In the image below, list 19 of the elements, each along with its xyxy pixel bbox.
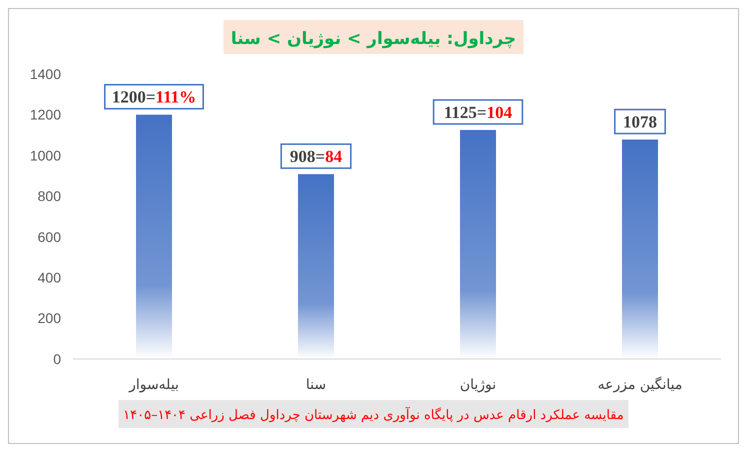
y-tick-label: 1000 <box>30 147 62 164</box>
data-label: 908=84 <box>290 147 343 166</box>
y-tick-label: 1400 <box>30 66 62 82</box>
x-tick-label: سنا <box>306 377 326 393</box>
data-label: 1125=104 <box>444 102 513 122</box>
bar <box>298 174 334 359</box>
data-label: 1200=111% <box>112 88 196 107</box>
y-tick-label: 200 <box>38 310 62 326</box>
y-tick-label: 600 <box>38 228 62 245</box>
text: مقایسه عملکرد ارقام عدس در پایگاه نوآوری دیم شهرستان چرداول فصل زراعی ۱۴۰۴–۱۴۰۵ <box>123 406 624 423</box>
chart-title: چرداول: بیله‌سوار > نوژیان > سنا <box>230 29 516 49</box>
x-tick-label: میانگین مزرعه <box>598 376 682 393</box>
x-tick-label: بیله‌سوار <box>128 377 179 393</box>
y-tick-label: 800 <box>38 188 62 204</box>
y-tick-label: 400 <box>38 269 62 286</box>
x-tick-label: نوژیان <box>460 377 496 393</box>
y-tick-label: 1200 <box>30 106 62 123</box>
y-tick-label: 0 <box>53 350 62 367</box>
data-label: 1078 <box>623 112 657 132</box>
